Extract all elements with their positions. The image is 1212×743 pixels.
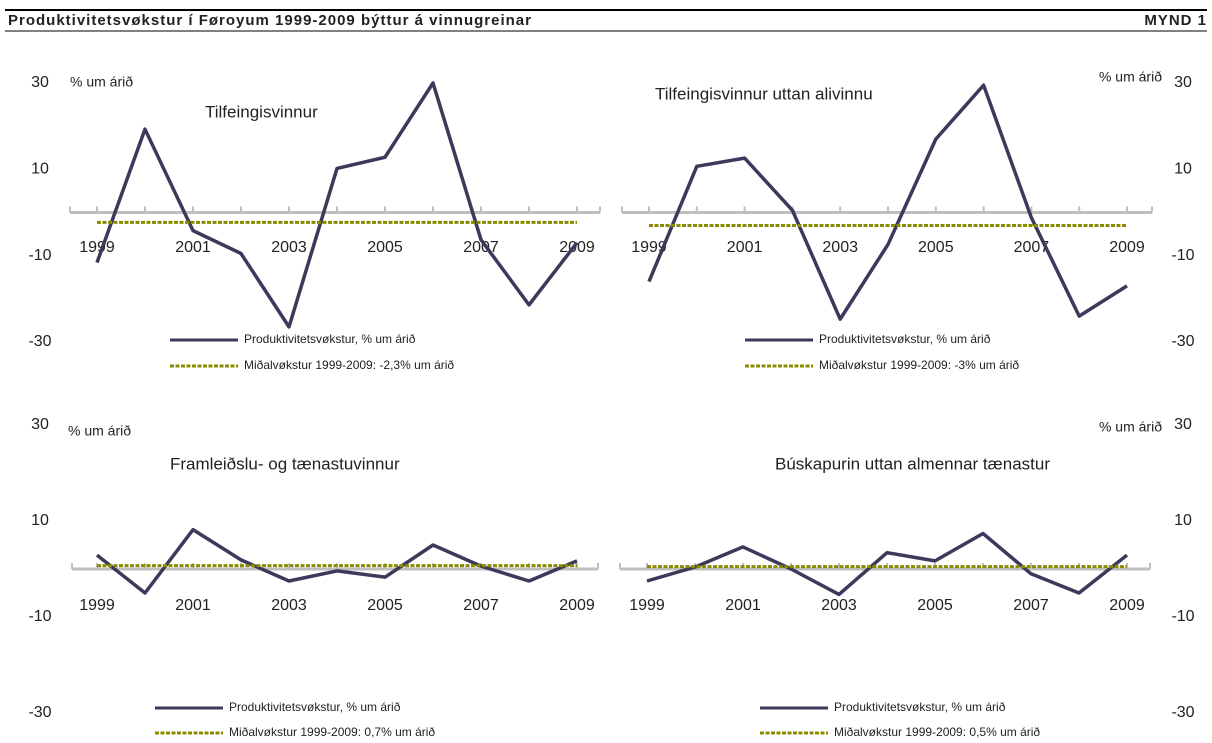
- x-tick-label: 2005: [367, 597, 403, 614]
- x-tick-label: 1999: [629, 597, 665, 614]
- y-tick-label: -30: [1171, 333, 1194, 350]
- data-line: [647, 83, 1128, 321]
- page-title: Produktivitetsvøkstur í Føroyum 1999-200…: [8, 12, 532, 29]
- y-tick-label: 30: [1174, 416, 1192, 433]
- data-line: [646, 531, 1129, 597]
- legend-label: Produktivitetsvøkstur, % um árið: [244, 332, 416, 346]
- panel-title: Búskapurin uttan almennar tænastur: [775, 454, 1050, 473]
- legend-label: Produktivitetsvøkstur, % um árið: [229, 700, 401, 714]
- x-tick-label: 1999: [79, 239, 115, 256]
- x-tick-label: 2003: [821, 597, 857, 614]
- y-tick-label: 10: [31, 512, 49, 529]
- axis-unit-label: % um árið: [70, 74, 133, 90]
- legend-label: Miðalvøkstur 1999-2009: 0,7% um árið: [229, 725, 435, 739]
- y-tick-label: 30: [31, 416, 49, 433]
- y-tick-label: -30: [28, 704, 51, 721]
- legend-label: Produktivitetsvøkstur, % um árið: [834, 700, 1006, 714]
- x-tick-label: 2005: [367, 239, 403, 256]
- x-tick-label: 2009: [559, 597, 595, 614]
- x-tick-label: 2005: [918, 239, 954, 256]
- panel-title: Tilfeingisvinnur: [205, 102, 318, 121]
- x-tick-label: 2003: [271, 239, 307, 256]
- panel-title: Framleiðslu- og tænastuvinnur: [170, 454, 400, 473]
- y-tick-label: -30: [1171, 704, 1194, 721]
- legend-label: Miðalvøkstur 1999-2009: 0,5% um árið: [834, 725, 1040, 739]
- x-tick-label: 2009: [1109, 239, 1145, 256]
- legend-label: Miðalvøkstur 1999-2009: -2,3% um árið: [244, 358, 454, 372]
- legend-label: Produktivitetsvøkstur, % um árið: [819, 332, 991, 346]
- y-tick-label: -10: [1171, 608, 1194, 625]
- x-tick-label: 1999: [631, 239, 667, 256]
- figure-label: MYND 1: [1144, 12, 1207, 29]
- x-tick-label: 2009: [559, 239, 595, 256]
- legend-label: Miðalvøkstur 1999-2009: -3% um árið: [819, 358, 1019, 372]
- x-tick-label: 2003: [822, 239, 858, 256]
- panel-title: Tilfeingisvinnur uttan alivinnu: [655, 84, 873, 103]
- y-tick-label: -10: [1171, 247, 1194, 264]
- y-tick-label: -30: [28, 333, 51, 350]
- axis-unit-label: % um árið: [68, 423, 131, 439]
- x-tick-label: 2007: [1013, 597, 1049, 614]
- x-tick-label: 2007: [463, 597, 499, 614]
- y-tick-label: 30: [1174, 74, 1192, 91]
- x-tick-label: 2001: [175, 239, 211, 256]
- axis-unit-label: % um árið: [1099, 69, 1162, 85]
- axis-unit-label: % um árið: [1099, 419, 1162, 435]
- data-line: [95, 527, 578, 595]
- y-tick-label: 10: [1174, 161, 1192, 178]
- x-tick-label: 2007: [1014, 239, 1050, 256]
- x-tick-label: 2001: [725, 597, 761, 614]
- y-tick-label: -10: [28, 247, 51, 264]
- data-line: [95, 81, 579, 329]
- x-tick-label: 2001: [727, 239, 763, 256]
- x-tick-label: 2009: [1109, 597, 1145, 614]
- x-tick-label: 2003: [271, 597, 307, 614]
- y-tick-label: 10: [1174, 512, 1192, 529]
- x-tick-label: 2005: [917, 597, 953, 614]
- y-tick-label: 30: [31, 74, 49, 91]
- x-tick-label: 1999: [79, 597, 115, 614]
- y-tick-label: 10: [31, 161, 49, 178]
- x-tick-label: 2001: [175, 597, 211, 614]
- y-tick-label: -10: [28, 608, 51, 625]
